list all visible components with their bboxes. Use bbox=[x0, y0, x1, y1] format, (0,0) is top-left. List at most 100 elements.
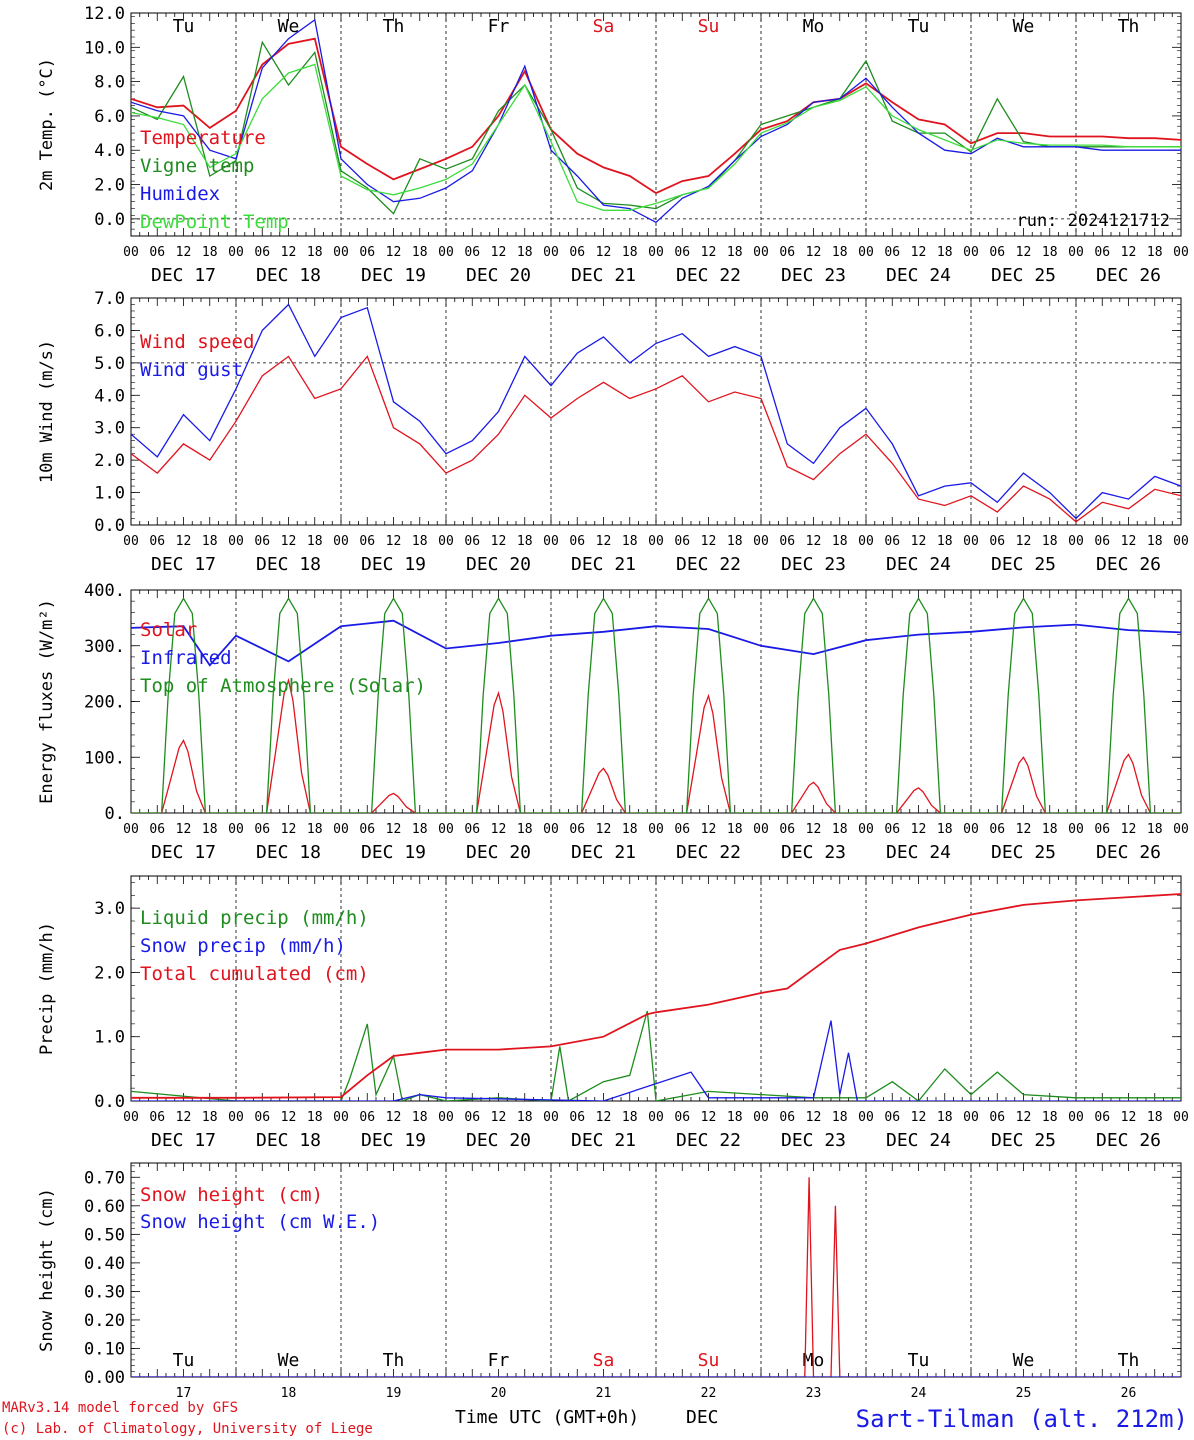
hour-label: 18 bbox=[937, 245, 953, 260]
hour-label: 18 bbox=[307, 245, 323, 260]
date-label: DEC 20 bbox=[466, 1130, 531, 1151]
hour-label: 12 bbox=[491, 245, 507, 260]
date-label: DEC 26 bbox=[1096, 554, 1161, 575]
hour-label: 18 bbox=[727, 822, 743, 837]
date-label: DEC 22 bbox=[676, 554, 741, 575]
hour-label: 00 bbox=[543, 1110, 559, 1125]
hour-label: 06 bbox=[569, 534, 585, 549]
legend-entry: Top of Atmosphere (Solar) bbox=[140, 675, 426, 697]
hour-label: 12 bbox=[806, 1110, 822, 1125]
hour-label: 18 bbox=[1147, 534, 1163, 549]
panel-frame bbox=[130, 12, 1182, 237]
y-tick-label: 1.0 bbox=[94, 1028, 125, 1048]
hour-label: 00 bbox=[1068, 245, 1084, 260]
panel-1: 0.0 2.0 4.0 6.0 8.0 10.0 12.0 2m Temp. (°C) 00 06… bbox=[37, 4, 1189, 286]
y-tick-label: 0. bbox=[105, 804, 125, 824]
day-number: 20 bbox=[491, 1386, 507, 1401]
hour-label: 12 bbox=[1016, 245, 1032, 260]
hour-label: 06 bbox=[254, 245, 270, 260]
date-label: DEC 19 bbox=[361, 265, 426, 286]
hour-label: 06 bbox=[254, 534, 270, 549]
hour-label: 06 bbox=[359, 534, 375, 549]
hour-label: 00 bbox=[228, 534, 244, 549]
legend-entry: Snow precip (mm/h) bbox=[140, 935, 346, 957]
day-number: 23 bbox=[806, 1386, 822, 1401]
weekday-label: Tu bbox=[908, 1350, 930, 1371]
date-label: DEC 17 bbox=[151, 842, 216, 863]
weekday-label: Su bbox=[698, 16, 720, 37]
hour-label: 12 bbox=[281, 245, 297, 260]
hour-label: 12 bbox=[1016, 1110, 1032, 1125]
y-tick-label: 0.70 bbox=[84, 1168, 125, 1188]
hour-label: 00 bbox=[1068, 534, 1084, 549]
date-label: DEC 22 bbox=[676, 1130, 741, 1151]
hour-label: 00 bbox=[648, 822, 664, 837]
hour-label: 18 bbox=[727, 534, 743, 549]
date-label: DEC 24 bbox=[886, 554, 951, 575]
series-line-1 bbox=[131, 1177, 1181, 1377]
legend-entry: Humidex bbox=[140, 183, 220, 205]
hour-label: 00 bbox=[753, 822, 769, 837]
hour-label: 18 bbox=[622, 822, 638, 837]
hour-label: 00 bbox=[963, 1110, 979, 1125]
legend-entry: Infrared bbox=[140, 647, 232, 669]
hour-label: 06 bbox=[674, 1110, 690, 1125]
date-label: DEC 17 bbox=[151, 265, 216, 286]
hour-label: 06 bbox=[464, 1110, 480, 1125]
panel-2: 0.0 1.0 2.0 3.0 4.0 5.0 6.0 7.0 10m Wind (m/s) 00… bbox=[37, 289, 1189, 575]
date-label: DEC 24 bbox=[886, 1130, 951, 1151]
hour-label: 12 bbox=[806, 245, 822, 260]
day-number: 24 bbox=[911, 1386, 927, 1401]
hour-label: 00 bbox=[438, 822, 454, 837]
date-label: DEC 17 bbox=[151, 1130, 216, 1151]
legend-entry: Snow height (cm) bbox=[140, 1184, 323, 1206]
hour-label: 12 bbox=[176, 534, 192, 549]
weekday-label: We bbox=[1013, 16, 1035, 37]
hour-label: 18 bbox=[307, 534, 323, 549]
hour-label: 06 bbox=[149, 245, 165, 260]
series-line-1 bbox=[131, 37, 1181, 195]
series-line-2 bbox=[131, 303, 1181, 520]
series-line-1 bbox=[131, 677, 1181, 813]
hour-label: 06 bbox=[149, 822, 165, 837]
hour-label: 12 bbox=[386, 534, 402, 549]
weekday-label: Tu bbox=[173, 1350, 195, 1371]
date-label: DEC 21 bbox=[571, 265, 636, 286]
hour-label: 18 bbox=[622, 534, 638, 549]
hour-label: 06 bbox=[884, 1110, 900, 1125]
weekday-label: We bbox=[278, 16, 300, 37]
day-number: 25 bbox=[1016, 1386, 1032, 1401]
hour-label: 06 bbox=[1094, 245, 1110, 260]
hour-label: 00 bbox=[1068, 1110, 1084, 1125]
y-tick-label: 8.0 bbox=[94, 73, 125, 93]
hour-label: 00 bbox=[963, 822, 979, 837]
date-label: DEC 23 bbox=[781, 554, 846, 575]
y-tick-label: 6.0 bbox=[94, 321, 125, 341]
hour-label: 12 bbox=[176, 822, 192, 837]
weekday-label: Mo bbox=[803, 16, 825, 37]
hour-label: 12 bbox=[596, 245, 612, 260]
date-label: DEC 18 bbox=[256, 842, 321, 863]
hour-label: 12 bbox=[596, 822, 612, 837]
date-label: DEC 24 bbox=[886, 265, 951, 286]
y-tick-label: 6.0 bbox=[94, 107, 125, 127]
hour-label: 06 bbox=[1094, 822, 1110, 837]
hour-label: 00 bbox=[438, 534, 454, 549]
hour-label: 18 bbox=[622, 245, 638, 260]
hour-label: 18 bbox=[622, 1110, 638, 1125]
date-label: DEC 17 bbox=[151, 554, 216, 575]
hour-label: 06 bbox=[569, 822, 585, 837]
station-label: Sart-Tilman (alt. 212m) bbox=[856, 1405, 1188, 1433]
weekday-label: We bbox=[278, 1350, 300, 1371]
date-label: DEC 23 bbox=[781, 265, 846, 286]
hour-label: 00 bbox=[228, 1110, 244, 1125]
hour-label: 06 bbox=[989, 245, 1005, 260]
legend-entry: Liquid precip (mm/h) bbox=[140, 907, 369, 929]
hour-label: 18 bbox=[937, 534, 953, 549]
y-tick-label: 4.0 bbox=[94, 386, 125, 406]
hour-label: 12 bbox=[806, 534, 822, 549]
panel-frame bbox=[130, 589, 1182, 814]
hour-label: 18 bbox=[202, 534, 218, 549]
hour-label: 00 bbox=[543, 245, 559, 260]
series-line-4 bbox=[131, 63, 1181, 211]
